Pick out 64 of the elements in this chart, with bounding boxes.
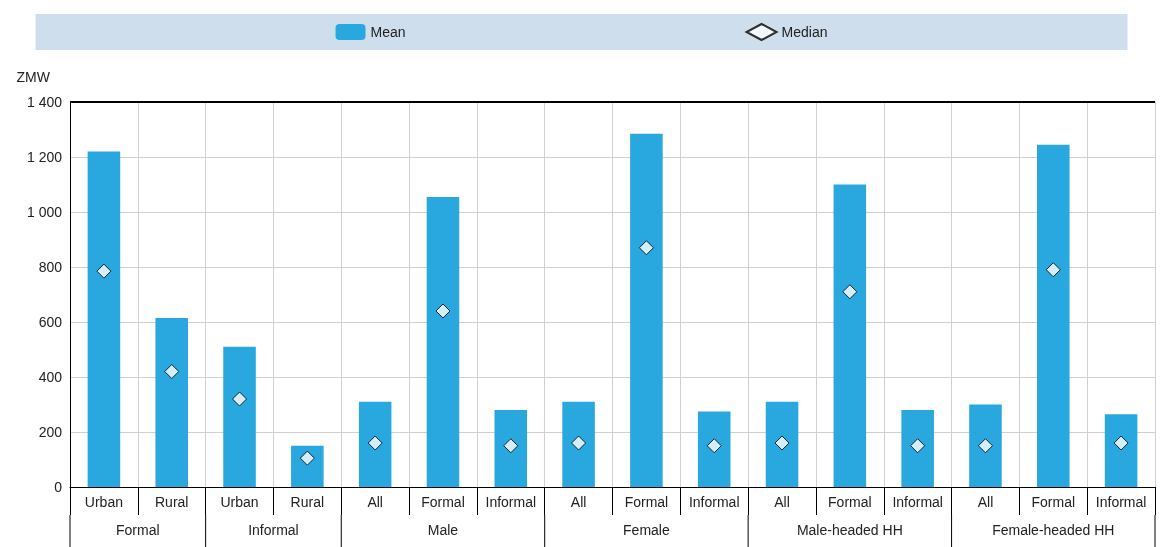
x-tick-label: Informal	[1095, 494, 1147, 510]
bar	[155, 317, 188, 487]
point	[232, 391, 248, 407]
y-tick-label: 600	[38, 314, 63, 330]
bar	[630, 133, 663, 487]
point	[774, 435, 790, 451]
y-tick-label: 200	[38, 424, 63, 440]
text: Female	[623, 522, 670, 538]
bar	[901, 410, 934, 487]
bar	[833, 184, 867, 487]
y-tick-label: 1 400	[26, 94, 63, 110]
text: Male-headed HH	[796, 522, 903, 538]
point	[1045, 262, 1061, 278]
bar	[1104, 414, 1138, 487]
point	[638, 240, 654, 256]
x-tick-label: Urban	[220, 494, 259, 510]
text: Female-headed HH	[992, 522, 1115, 538]
bar	[765, 401, 799, 487]
point	[367, 435, 383, 451]
text: Informal	[248, 522, 299, 538]
bar	[223, 346, 256, 487]
bar	[87, 151, 121, 487]
y-tick-label: 1 200	[26, 149, 63, 165]
x-tick-label: Urban	[84, 494, 123, 510]
y-tick-label: 1 000	[26, 204, 63, 220]
x-tick-label: Formal	[828, 494, 872, 510]
bar	[562, 401, 595, 487]
x-tick-label: All	[367, 494, 383, 510]
bar	[697, 411, 731, 487]
bar	[426, 196, 460, 487]
text: Formal	[116, 522, 160, 538]
point	[842, 284, 858, 300]
x-tick-label: All	[570, 494, 587, 510]
x-tick-label: Rural	[290, 494, 325, 510]
x-tick-label: Rural	[154, 494, 189, 510]
legend-label: Mean	[370, 24, 406, 40]
point	[435, 303, 451, 319]
point	[96, 263, 112, 279]
bar	[358, 401, 392, 487]
y-tick-label: 0	[54, 479, 63, 495]
legend-label: Median	[781, 24, 828, 40]
point	[977, 438, 993, 454]
bar	[1037, 144, 1070, 487]
x-tick-label: Formal	[624, 494, 669, 510]
x-tick-label: Formal	[1031, 494, 1076, 510]
y-tick-label: 800	[38, 259, 63, 275]
point	[571, 435, 587, 451]
x-tick-label: Informal	[485, 494, 537, 510]
bar	[494, 410, 528, 487]
x-tick-label: Formal	[421, 494, 465, 510]
point	[706, 438, 722, 454]
point	[164, 364, 180, 379]
text: Male	[427, 522, 459, 538]
y-axis-title: ZMW	[16, 69, 51, 85]
point	[910, 438, 926, 454]
point	[503, 438, 519, 454]
x-tick-label: All	[774, 494, 790, 510]
x-tick-label: Informal	[688, 494, 740, 510]
x-tick-label: All	[977, 494, 994, 510]
bar	[291, 445, 324, 487]
y-tick-label: 400	[38, 369, 63, 385]
bar	[969, 404, 1002, 487]
x-tick-label: Informal	[892, 494, 943, 510]
point	[1113, 435, 1129, 451]
